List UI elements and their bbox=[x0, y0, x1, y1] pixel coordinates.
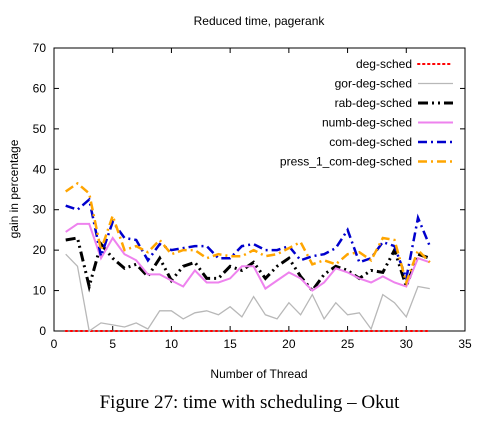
series-layer bbox=[64, 181, 431, 333]
y-tick-label: 30 bbox=[33, 203, 47, 217]
x-axis-title: Number of Thread bbox=[210, 367, 307, 381]
x-tick-label: 25 bbox=[341, 337, 355, 351]
y-tick-label: 10 bbox=[33, 284, 47, 298]
figure-caption: Figure 27: time with scheduling – Okut bbox=[99, 392, 400, 413]
legend: deg-sched gor-deg-sched rab-deg-sched numb-… bbox=[280, 57, 454, 169]
plot-frame bbox=[53, 47, 466, 332]
y-tick-label: 70 bbox=[33, 41, 47, 55]
legend-label: press_1_com-deg-sched bbox=[280, 155, 412, 169]
y-tick-label: 40 bbox=[33, 162, 47, 176]
legend-label: deg-sched bbox=[356, 57, 412, 71]
y-tick-label: 60 bbox=[33, 81, 47, 95]
series-line-rab-deg-sched bbox=[65, 236, 431, 294]
series-line-gor-deg-sched bbox=[65, 253, 430, 333]
series-line-numb-deg-sched bbox=[65, 222, 431, 292]
series-line-com-deg-sched bbox=[65, 197, 431, 284]
x-tick-label: 30 bbox=[400, 337, 414, 351]
y-tick-label: 50 bbox=[33, 122, 47, 136]
x-tick-label: 0 bbox=[51, 337, 58, 351]
chart-title: Reduced time, pagerank bbox=[194, 14, 326, 28]
legend-label: rab-deg-sched bbox=[335, 96, 412, 110]
x-tick-label: 15 bbox=[223, 337, 237, 351]
plot-axes: 0 5 10 15 20 25 30 35 0 10 20 30 40 50 60 70 bbox=[33, 41, 472, 351]
x-tick-label: 35 bbox=[458, 337, 472, 351]
x-tick-label: 20 bbox=[282, 337, 296, 351]
y-tick-label: 20 bbox=[33, 243, 47, 257]
legend-label: com-deg-sched bbox=[329, 135, 412, 149]
y-tick-label: 0 bbox=[39, 324, 46, 338]
legend-label: gor-deg-sched bbox=[335, 77, 412, 91]
x-tick-label: 10 bbox=[165, 337, 179, 351]
y-axis-title: gain in percentage bbox=[7, 139, 21, 238]
line-chart: Reduced time, pagerank 0 5 10 15 20 25 30 35 0 10… bbox=[7, 14, 472, 381]
legend-label: numb-deg-sched bbox=[322, 116, 412, 130]
x-tick-label: 5 bbox=[109, 337, 116, 351]
